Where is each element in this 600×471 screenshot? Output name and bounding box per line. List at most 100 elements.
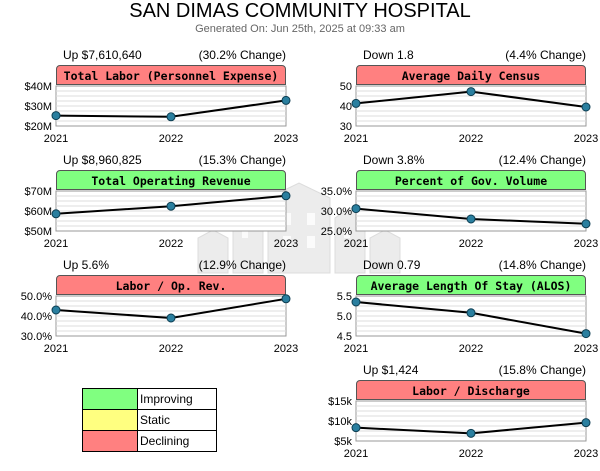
line-chart: 50.0% 40.0% 30.0%2021 2022 2023 <box>21 291 298 355</box>
legend-row-declining: Declining <box>82 430 217 452</box>
x-tick-label: 2021 <box>44 133 68 145</box>
change-percent: (14.8% Change) <box>498 258 586 272</box>
change-amount: Up $7,610,640 <box>63 48 142 62</box>
report-title: SAN DIMAS COMMUNITY HOSPITAL <box>129 0 471 22</box>
legend-label-static: Static <box>137 409 217 431</box>
y-tick-label: 25.0% <box>321 226 352 238</box>
change-percent: (12.9% Change) <box>198 258 286 272</box>
y-tick-label: $60M <box>24 206 52 218</box>
data-point <box>281 95 291 105</box>
legend-swatch-static <box>82 409 138 431</box>
data-point <box>351 98 361 108</box>
legend-label-improving: Improving <box>137 388 217 410</box>
x-tick-label: 2021 <box>344 448 368 460</box>
x-tick-label: 2021 <box>344 343 368 355</box>
data-point <box>351 297 361 307</box>
chart-panel-alos: Down 0.79 (14.8% Change) Average Length … <box>337 256 599 366</box>
y-tick-label: 40.0% <box>21 311 52 323</box>
metric-title-bar: Labor / Op. Rev. <box>56 275 286 295</box>
x-tick-label: 2022 <box>459 343 483 355</box>
data-point <box>466 308 476 318</box>
y-tick-label: 50.0% <box>21 291 52 303</box>
change-amount: Up $1,424 <box>363 363 419 377</box>
change-percent: (15.8% Change) <box>498 363 586 377</box>
data-point <box>351 204 361 214</box>
chart-panel-percent-gov-volume: Down 3.8% (12.4% Change) Percent of Gov.… <box>321 151 598 261</box>
x-tick-label: 2022 <box>159 343 183 355</box>
y-tick-label: $70M <box>24 186 52 198</box>
y-tick-label: $10k <box>328 416 352 428</box>
x-tick-label: 2022 <box>459 448 483 460</box>
y-tick-label: $20M <box>24 121 52 133</box>
chart-panel-labor-op-rev: Up 5.6% (12.9% Change) Labor / Op. Rev. … <box>21 256 298 366</box>
change-percent: (12.4% Change) <box>498 153 586 167</box>
x-tick-label: 2023 <box>274 238 298 250</box>
chart-panel-labor-discharge: Up $1,424 (15.8% Change) Labor / Dischar… <box>328 361 598 471</box>
x-tick-label: 2023 <box>574 343 598 355</box>
x-tick-label: 2022 <box>459 238 483 250</box>
change-percent: (30.2% Change) <box>198 48 286 62</box>
x-tick-label: 2021 <box>44 343 68 355</box>
change-amount: Down 0.79 <box>363 258 421 272</box>
chart-panel-total-operating-revenue: Up $8,960,825 (15.3% Change) Total Opera… <box>24 151 298 261</box>
data-point <box>51 305 61 315</box>
x-tick-label: 2022 <box>459 133 483 145</box>
change-percent: (4.4% Change) <box>505 48 586 62</box>
change-amount: Down 3.8% <box>363 153 425 167</box>
y-tick-label: 40 <box>340 101 352 113</box>
data-point <box>281 294 291 304</box>
metric-title-bar: Percent of Gov. Volume <box>356 170 586 190</box>
data-point <box>51 209 61 219</box>
y-tick-label: $40M <box>24 81 52 93</box>
y-tick-label: $50M <box>24 226 52 238</box>
line-chart: 35.0% 30.0% 25.0%2021 2022 2023 <box>321 186 598 250</box>
data-point <box>581 102 591 112</box>
data-point <box>581 418 591 428</box>
data-point <box>51 111 61 121</box>
x-tick-label: 2023 <box>274 343 298 355</box>
legend-label-declining: Declining <box>137 430 217 452</box>
hospital-watermark-logo <box>197 182 401 274</box>
y-tick-label: $5k <box>334 436 352 448</box>
chart-panel-total-labor: Up $7,610,640 (30.2% Change) Total Labor… <box>24 46 298 156</box>
data-point <box>581 219 591 229</box>
data-point <box>466 428 476 438</box>
y-tick-label: 5.0 <box>337 311 352 323</box>
y-tick-label: 4.5 <box>337 331 352 343</box>
generated-timestamp: Generated On: Jun 25th, 2025 at 09:33 am <box>195 23 405 35</box>
x-tick-label: 2021 <box>344 133 368 145</box>
x-tick-label: 2022 <box>159 133 183 145</box>
metric-title-bar: Average Length Of Stay (ALOS) <box>356 275 586 295</box>
metric-title-bar: Total Labor (Personnel Expense) <box>56 65 286 85</box>
x-tick-label: 2022 <box>159 238 183 250</box>
chart-panel-average-daily-census: Down 1.8 (4.4% Change) Average Daily Cen… <box>340 46 598 156</box>
data-point <box>166 201 176 211</box>
data-point <box>581 329 591 339</box>
metric-title-bar: Total Operating Revenue <box>56 170 286 190</box>
change-percent: (15.3% Change) <box>198 153 286 167</box>
metric-title-bar: Average Daily Census <box>356 65 586 85</box>
data-point <box>466 214 476 224</box>
y-tick-label: 30.0% <box>321 206 352 218</box>
status-legend: Improving Static Declining <box>82 388 217 452</box>
x-tick-label: 2023 <box>574 133 598 145</box>
data-point <box>166 112 176 122</box>
data-point <box>281 191 291 201</box>
x-tick-label: 2021 <box>44 238 68 250</box>
metric-title-bar: Labor / Discharge <box>356 380 586 400</box>
x-tick-label: 2023 <box>574 448 598 460</box>
data-point <box>466 87 476 97</box>
x-tick-label: 2021 <box>344 238 368 250</box>
y-tick-label: 30 <box>340 121 352 133</box>
legend-row-static: Static <box>82 409 217 431</box>
data-point <box>351 423 361 433</box>
data-point <box>166 313 176 323</box>
legend-row-improving: Improving <box>82 388 217 410</box>
y-tick-label: $15k <box>328 396 352 408</box>
y-tick-label: 35.0% <box>321 186 352 198</box>
